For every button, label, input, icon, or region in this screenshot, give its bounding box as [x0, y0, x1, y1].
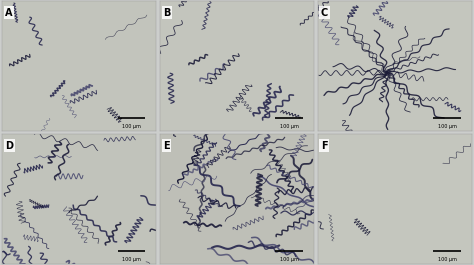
Text: 100 μm: 100 μm — [122, 257, 141, 262]
Text: 100 μm: 100 μm — [438, 124, 456, 129]
Text: 100 μm: 100 μm — [280, 124, 299, 129]
Text: C: C — [321, 8, 328, 18]
Text: D: D — [5, 141, 13, 151]
Text: E: E — [163, 141, 170, 151]
Text: 100 μm: 100 μm — [438, 257, 456, 262]
Text: 100 μm: 100 μm — [122, 124, 141, 129]
Text: A: A — [5, 8, 13, 18]
Text: F: F — [321, 141, 328, 151]
Text: 100 μm: 100 μm — [280, 257, 299, 262]
Text: B: B — [163, 8, 171, 18]
